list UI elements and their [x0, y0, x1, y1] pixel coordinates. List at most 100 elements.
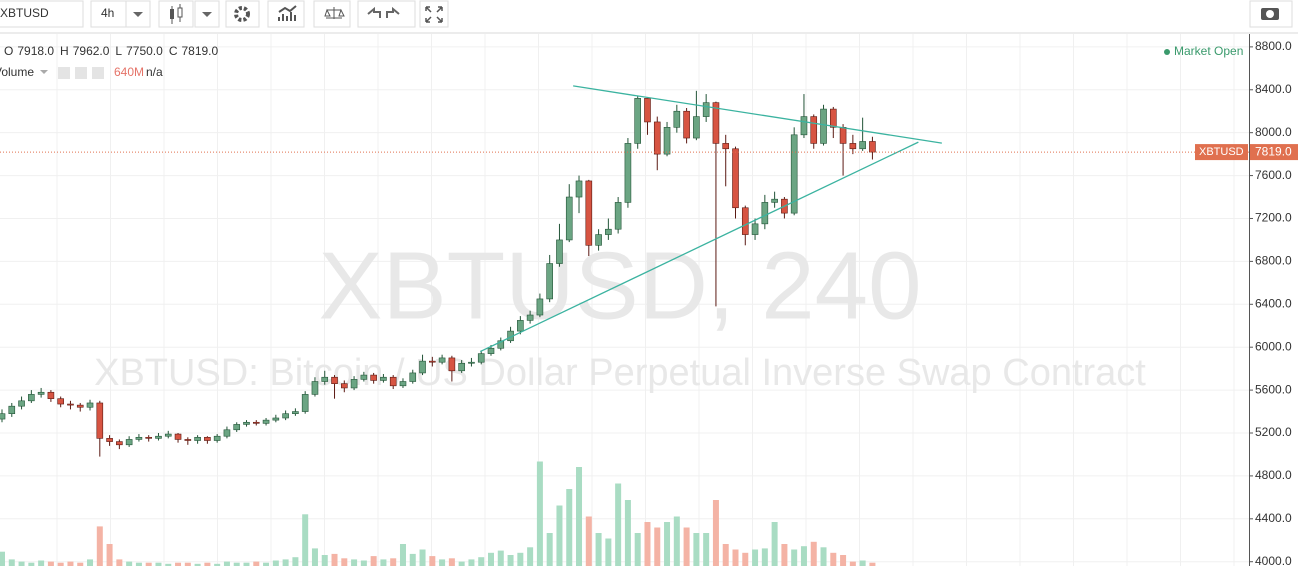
- volume-bar: [38, 560, 45, 566]
- y-tick-label: 6000.0: [1255, 339, 1292, 353]
- snapshot-button[interactable]: [1249, 0, 1293, 28]
- grid: [0, 34, 1249, 566]
- volume-bar: [253, 561, 260, 566]
- candle-body: [438, 357, 446, 363]
- volume-bar: [566, 489, 573, 566]
- symbol-box[interactable]: [0, 0, 84, 28]
- price-tag: [1250, 144, 1298, 161]
- settings-button[interactable]: [225, 0, 260, 28]
- candle-body: [399, 381, 407, 387]
- candle-body: [204, 436, 211, 441]
- candle-body: [340, 383, 348, 389]
- volume-bar: [624, 500, 631, 566]
- volume-bar: [223, 561, 230, 566]
- ohlc-legend: O 7918.0 H 7962.0 L 7750.0 C 7819.0: [4, 44, 219, 58]
- volume-bar: [478, 557, 485, 566]
- volume-bar: [302, 514, 309, 566]
- interval-dropdown[interactable]: [125, 0, 151, 28]
- volume-bar: [712, 500, 719, 566]
- candle-body: [859, 141, 866, 150]
- y-tick-label: 6800.0: [1255, 254, 1292, 268]
- candle-body: [28, 394, 35, 402]
- volume-bar: [683, 527, 690, 566]
- y-tick-label: 4000.0: [1255, 554, 1292, 566]
- chart-type-dropdown[interactable]: [194, 0, 220, 28]
- volume-bar: [126, 561, 133, 566]
- candle-body: [164, 433, 172, 437]
- undo-redo-icon: [367, 6, 400, 18]
- y-tick-label: 8400.0: [1255, 82, 1292, 96]
- candle-body: [614, 202, 622, 230]
- candle-body: [292, 411, 299, 414]
- volume-bar: [488, 552, 494, 566]
- undo-redo[interactable]: [357, 0, 416, 28]
- candle-body: [223, 429, 231, 437]
- compare-icon: [324, 7, 345, 19]
- candle-body: [272, 417, 280, 421]
- volume-bar: [165, 563, 172, 566]
- y-tick-label: 6400.0: [1255, 296, 1292, 310]
- volume-bar: [28, 562, 35, 566]
- volume-bar: [47, 561, 54, 566]
- compare-button[interactable]: [313, 0, 351, 28]
- candle-body: [458, 362, 465, 372]
- legend-value: 7962.0: [73, 44, 110, 58]
- candle-body: [536, 298, 544, 316]
- volume-bar: [771, 522, 778, 566]
- chart-type-button[interactable]: [158, 0, 194, 28]
- candle-body: [380, 376, 387, 381]
- candle-body: [125, 439, 133, 446]
- symbol[interactable]: XBTUSD: [0, 6, 49, 20]
- y-tick-label: 5600.0: [1255, 382, 1292, 396]
- volume-bar: [810, 541, 817, 566]
- volume-bar: [429, 556, 436, 566]
- candle-body: [116, 441, 123, 446]
- legend-icon[interactable]: [75, 67, 87, 79]
- candle-body: [419, 360, 426, 374]
- candle-body: [585, 180, 593, 246]
- volume-legend-ma: n/a: [146, 65, 163, 79]
- volume-bar: [595, 533, 602, 566]
- volume-bar: [439, 559, 446, 566]
- status-dot: [1164, 49, 1170, 55]
- volume-bar: [145, 562, 152, 566]
- watermark-subtitle: XBTUSD: Bitcoin / US Dollar Perpetual In…: [94, 352, 1146, 394]
- volume-bar: [781, 544, 788, 566]
- candle-body: [57, 398, 64, 405]
- legend-icon[interactable]: [92, 67, 104, 79]
- volume-bar: [732, 549, 739, 566]
- candle-body: [76, 404, 84, 408]
- candle-body: [810, 116, 818, 144]
- volume-bar: [233, 562, 240, 566]
- candle-body: [693, 116, 700, 139]
- candle-body: [751, 223, 759, 235]
- legend-icon[interactable]: [58, 67, 70, 79]
- candle-body: [47, 391, 55, 399]
- volume-bar: [527, 547, 534, 566]
- volume-bar: [380, 559, 387, 566]
- candle-icon: [170, 9, 174, 19]
- candle-body: [477, 353, 485, 363]
- indicators-button[interactable]: [267, 0, 305, 28]
- volume-bar: [292, 557, 299, 566]
- candle-body: [448, 357, 456, 372]
- volume-bar: [585, 516, 592, 566]
- candle-body: [565, 196, 573, 241]
- candle-body: [145, 436, 152, 439]
- volume-bar: [448, 558, 455, 566]
- candle-body: [37, 391, 45, 395]
- volume-bar: [96, 526, 103, 566]
- candle-body: [849, 143, 857, 150]
- y-tick-label: 7200.0: [1255, 211, 1292, 225]
- legend-value: 7750.0: [126, 44, 163, 58]
- candle-body: [702, 102, 710, 117]
- volume-bar: [859, 560, 866, 566]
- volume-bar: [321, 555, 328, 566]
- fullscreen-button[interactable]: [419, 0, 449, 28]
- interval[interactable]: 4h: [101, 6, 114, 20]
- volume-bar: [849, 561, 856, 566]
- y-tick-label: 4400.0: [1255, 511, 1292, 525]
- y-tick-label: 8800.0: [1255, 39, 1292, 53]
- volume-bar: [243, 562, 250, 566]
- volume-bar: [615, 483, 622, 566]
